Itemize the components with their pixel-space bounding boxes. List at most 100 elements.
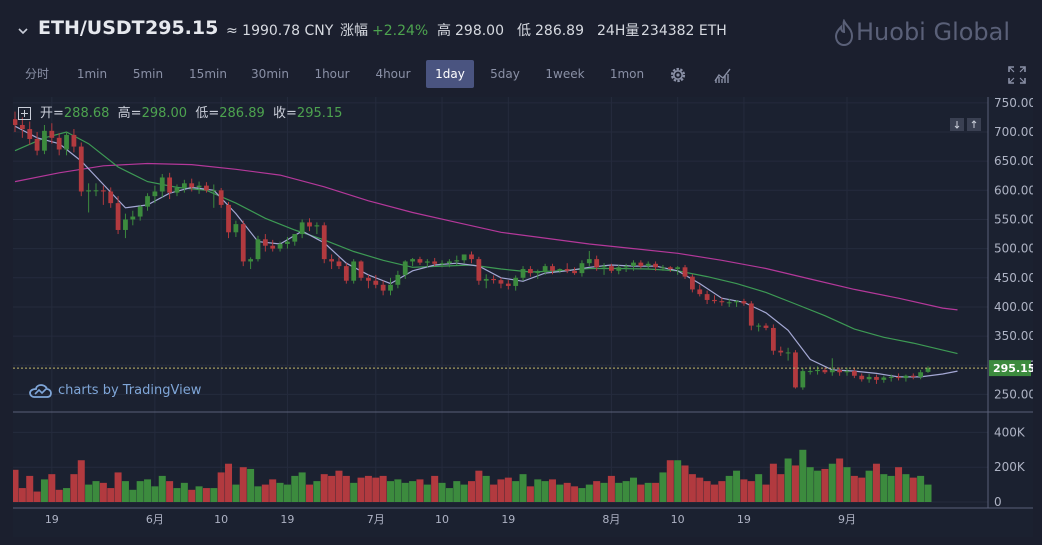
gear-icon[interactable] [668, 65, 688, 85]
candle-body [233, 224, 239, 233]
candle-body [34, 138, 40, 151]
open-label: 开= [40, 106, 64, 121]
volume-bar [703, 481, 711, 502]
candle-body [71, 134, 77, 147]
fullscreen-icon[interactable] [1007, 65, 1027, 85]
candle-body [888, 376, 894, 378]
candle-body [402, 261, 408, 275]
tf-1week[interactable]: 1week [545, 67, 585, 81]
candle-body [925, 368, 931, 372]
candle-body [351, 261, 357, 281]
volume-bar [438, 482, 446, 502]
candle-body [204, 185, 209, 191]
candle-body [682, 267, 688, 277]
volume-tick-label: 400K [994, 425, 1026, 439]
candle-body [741, 301, 747, 304]
pair-symbol[interactable]: ETH/USDT [38, 17, 145, 39]
ma-fast-line [14, 125, 958, 378]
candle-body [366, 277, 371, 281]
volume-bar [534, 479, 542, 502]
ma-slow-line [14, 162, 958, 311]
candle-body [712, 299, 717, 302]
volume-bar [217, 472, 225, 502]
volume-bar [512, 481, 520, 502]
candle-body [726, 302, 732, 304]
tf-5day[interactable]: 5day [490, 67, 520, 81]
volume-bar [644, 482, 652, 502]
candle-body [255, 239, 261, 260]
volume-bar [902, 474, 910, 502]
volume-bar [166, 481, 174, 502]
candle-body [137, 206, 143, 217]
time-tick-label: 10 [671, 513, 685, 526]
chevron-down-icon[interactable] [16, 24, 30, 38]
tf-timeline[interactable]: 分时 [24, 67, 49, 81]
candle-body [447, 261, 452, 264]
candle-body [108, 191, 114, 204]
volume-bar [195, 486, 203, 502]
tf-1min[interactable]: 1min [76, 67, 108, 81]
price-tick-label: 450.00 [994, 271, 1033, 285]
volume-bar [733, 470, 741, 502]
candle-body [756, 325, 762, 327]
volume-bar [364, 475, 372, 502]
tradingview-attribution[interactable]: charts by TradingView [28, 381, 201, 401]
candle-body [616, 267, 622, 271]
candle-body [307, 222, 312, 227]
candle-body [675, 267, 681, 270]
volume-bar [70, 474, 78, 502]
tf-4hour[interactable]: 4hour [375, 67, 411, 81]
volume-bar [607, 475, 615, 502]
volume-bar [740, 479, 748, 502]
volume-bar [26, 475, 34, 502]
candle-body [336, 261, 342, 267]
volume-bar [497, 479, 505, 502]
tf-15min[interactable]: 15min [189, 67, 227, 81]
price-tick-label: 600.00 [994, 183, 1033, 197]
volume-bar [504, 477, 512, 502]
gridlines [13, 97, 1033, 537]
volume-bar [887, 475, 895, 502]
volume-bar [129, 489, 137, 502]
tf-1mon[interactable]: 1mon [609, 67, 645, 81]
volume-bar [571, 486, 579, 502]
candle-body [145, 196, 150, 207]
volume-bar [350, 482, 358, 502]
tf-5min[interactable]: 5min [132, 67, 164, 81]
volume-bar [637, 484, 645, 502]
volume-bar [328, 475, 336, 502]
candle-body [358, 261, 364, 278]
volume-bar [666, 460, 674, 502]
candles [12, 111, 931, 390]
volume-bar [585, 484, 593, 502]
candle-body [704, 294, 710, 300]
volume-bar [335, 470, 343, 502]
volume-bar [247, 468, 255, 502]
collapse-legend-icon[interactable] [18, 107, 31, 120]
volume-bar [858, 477, 866, 502]
candle-body [785, 352, 791, 354]
indicators-icon[interactable] [713, 65, 733, 85]
candle-body [697, 289, 703, 295]
tf-30min[interactable]: 30min [251, 67, 289, 81]
volume-bar [814, 470, 822, 502]
volume-bar [460, 484, 468, 502]
candle-body [513, 277, 519, 286]
chart-area[interactable]: 750.00 700.00 650.00 600.00 550.00 500.00 450.… [11, 96, 1036, 537]
candle-body [638, 262, 644, 267]
high-value: 298.00 [141, 106, 188, 121]
volume-bars [11, 449, 932, 502]
candle-body [19, 124, 25, 130]
volume-bar [600, 482, 608, 502]
time-tick-label: 19 [280, 513, 294, 526]
candle-body [770, 327, 776, 351]
volume-bar [593, 481, 601, 502]
volume-bar [180, 482, 188, 502]
tf-1day[interactable]: 1day [426, 60, 474, 88]
tf-1hour[interactable]: 1hour [314, 67, 350, 81]
price-volume-chart[interactable]: 750.00 700.00 650.00 600.00 550.00 500.00 450.… [11, 96, 1036, 537]
candle-body [78, 146, 84, 192]
volume-bar [556, 484, 564, 502]
volume-bar [710, 484, 718, 502]
candle-body [12, 119, 18, 125]
